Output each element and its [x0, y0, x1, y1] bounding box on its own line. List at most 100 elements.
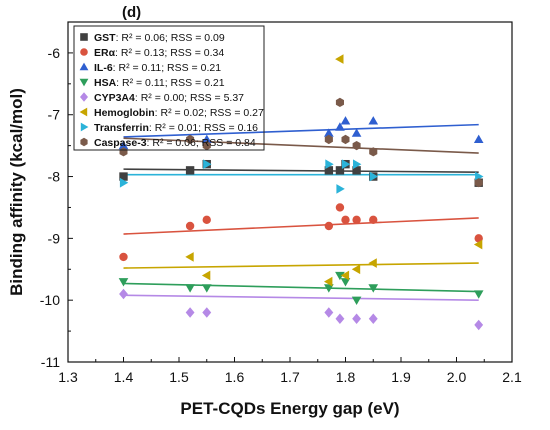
data-point [473, 290, 484, 299]
x-tick-label: 1.6 [225, 369, 245, 385]
data-point [335, 54, 344, 64]
data-point [368, 258, 377, 268]
legend-label: Hemoglobin: R² = 0.02; RSS = 0.27 [94, 107, 264, 119]
data-point [352, 215, 361, 225]
fit-line-il-6 [123, 123, 479, 138]
x-tick-label: 1.5 [169, 369, 189, 385]
series-il-6 [118, 116, 484, 150]
data-point [185, 252, 194, 262]
legend-series-name: IL-6 [94, 62, 113, 74]
data-point [202, 307, 212, 318]
data-point [369, 147, 378, 157]
y-axis-title: Binding affinity (kcal/mol) [7, 88, 26, 296]
data-point [324, 128, 334, 137]
x-tick-label: 2.1 [502, 369, 522, 385]
data-point [336, 184, 345, 194]
legend-series-name: CYP3A4 [94, 92, 135, 104]
legend-series-stats: : R² = 0.00; RSS = 5.37 [135, 92, 244, 104]
data-point [324, 307, 334, 318]
data-point [119, 288, 128, 300]
data-point [341, 159, 351, 169]
x-tick-label: 1.7 [280, 369, 300, 385]
data-point [185, 284, 195, 293]
legend-item: IL-6: R² = 0.11; RSS = 0.21 [79, 62, 221, 74]
fit-line-cyp3a4 [123, 294, 479, 301]
legend-label: Transferrin: R² = 0.01; RSS = 0.16 [94, 122, 258, 134]
legend-series-name: Caspase-3 [94, 137, 147, 149]
legend-marker [80, 33, 88, 41]
data-point [335, 271, 345, 281]
legend-item: GST: R² = 0.06; RSS = 0.09 [80, 32, 225, 44]
y-tick-label: -10 [40, 292, 60, 308]
data-point [473, 239, 483, 250]
x-tick-label: 2.0 [447, 369, 467, 385]
data-point [340, 270, 350, 281]
data-point [473, 134, 484, 143]
y-tick-label: -9 [48, 230, 61, 246]
y-tick-label: -11 [41, 354, 60, 370]
data-point [324, 134, 333, 145]
data-point [186, 134, 195, 145]
data-point [474, 178, 483, 188]
legend-item: HSA: R² = 0.11; RSS = 0.21 [79, 77, 225, 89]
legend-item: Transferrin: R² = 0.01; RSS = 0.16 [80, 122, 258, 134]
data-point [324, 276, 333, 287]
data-point [202, 215, 211, 225]
data-point [352, 313, 361, 324]
data-point [201, 270, 211, 281]
x-axis: 1.3 1.4 1.5 1.6 1.7 1.8 1.9 2.0 2.1 [58, 357, 522, 385]
legend-series-stats: : R² = 0.13; RSS = 0.34 [115, 47, 224, 59]
data-point [185, 221, 195, 231]
y-tick-label: -8 [48, 169, 61, 185]
data-point [119, 177, 129, 188]
data-point [340, 278, 351, 287]
fit-line-erα [123, 217, 479, 235]
legend-label: IL-6: R² = 0.11; RSS = 0.21 [94, 62, 221, 74]
data-point [341, 215, 350, 225]
data-point [351, 264, 361, 275]
data-point [118, 278, 129, 287]
data-point [368, 284, 379, 293]
x-tick-label: 1.4 [114, 369, 134, 385]
legend-series-stats: : R² = 0.02; RSS = 0.27 [155, 107, 264, 119]
legend-label: ERα: R² = 0.13; RSS = 0.34 [94, 47, 224, 59]
data-point [201, 284, 212, 293]
legend-item: ERα: R² = 0.13; RSS = 0.34 [80, 47, 224, 59]
data-point [324, 284, 334, 293]
data-point [340, 116, 351, 125]
data-point [335, 166, 345, 175]
data-point [351, 296, 362, 305]
data-point [118, 140, 129, 150]
data-point [185, 166, 195, 175]
data-point [335, 313, 345, 324]
fit-line-hemoglobin [123, 262, 479, 269]
fit-line-gst [123, 168, 479, 174]
legend-marker [80, 92, 88, 102]
legend-series-name: Transferrin [94, 122, 149, 134]
data-point [368, 116, 379, 125]
legend-item: Caspase-3: R² = 0.06; RSS = 0.84 [80, 137, 256, 149]
x-tick-label: 1.8 [336, 369, 356, 385]
data-point [201, 134, 212, 143]
series-transferrin [119, 159, 484, 194]
data-point [369, 171, 379, 182]
legend-marker [80, 137, 88, 147]
data-point [369, 215, 378, 225]
data-point [352, 166, 361, 175]
series-cyp3a4 [119, 288, 484, 331]
series-hsa [118, 271, 484, 305]
y-tick-label: -7 [48, 107, 61, 123]
series-hemoglobin [185, 54, 483, 287]
fit-line-caspase-3 [123, 137, 479, 154]
data-point [324, 221, 334, 231]
legend-marker [80, 48, 88, 56]
panel-label: (d) [122, 4, 141, 21]
data-point [185, 307, 195, 318]
data-point [119, 252, 128, 262]
data-point [351, 128, 362, 137]
data-point [352, 141, 361, 151]
x-tick-label: 1.9 [391, 369, 411, 385]
data-point [119, 172, 128, 181]
x-tick-label: 1.3 [58, 369, 78, 385]
legend: GST: R² = 0.06; RSS = 0.09 ERα: R² = 0.13… [73, 25, 265, 151]
